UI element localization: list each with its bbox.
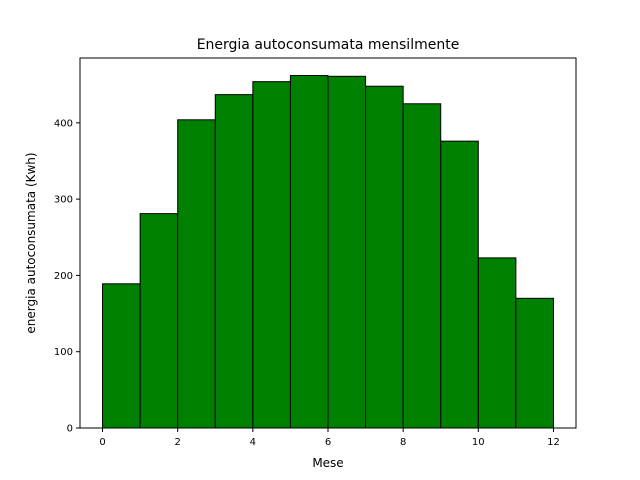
x-tick-label: 12: [547, 437, 560, 448]
bar-9: [440, 140, 479, 429]
x-tick-label: 10: [472, 437, 485, 448]
bar-0: [102, 283, 141, 429]
x-tick-label: 4: [250, 437, 256, 448]
y-tick-label: 200: [54, 271, 73, 282]
bar-1: [139, 213, 179, 429]
y-tick-label: 0: [67, 424, 73, 435]
x-tick-label: 8: [400, 437, 406, 448]
y-tick-label: 100: [54, 347, 73, 358]
y-tick-label: 300: [54, 195, 73, 206]
bar-7: [365, 85, 404, 429]
y-tick-label: 400: [54, 118, 73, 129]
chart-title: Energia autoconsumata mensilmente: [197, 37, 460, 53]
bar-4: [252, 81, 291, 429]
plot-frame: [79, 57, 577, 429]
y-axis-label: energia autoconsumata (Kwh): [24, 152, 38, 333]
bar-6: [327, 75, 367, 429]
bar-10: [477, 257, 517, 429]
bars-group: [102, 75, 554, 429]
bar-2: [177, 119, 216, 429]
x-axis-ticks: 0 2 4 6 8 10 12: [99, 428, 560, 448]
bar-8: [402, 103, 442, 429]
bar-5: [289, 75, 329, 429]
y-axis-ticks: 0 100 200 300 400: [54, 118, 80, 435]
x-tick-label: 6: [325, 437, 331, 448]
bar-11: [515, 297, 554, 429]
x-axis-label: Mese: [312, 456, 343, 470]
bar-3: [214, 94, 254, 429]
x-tick-label: 2: [175, 437, 181, 448]
x-tick-label: 0: [99, 437, 105, 448]
